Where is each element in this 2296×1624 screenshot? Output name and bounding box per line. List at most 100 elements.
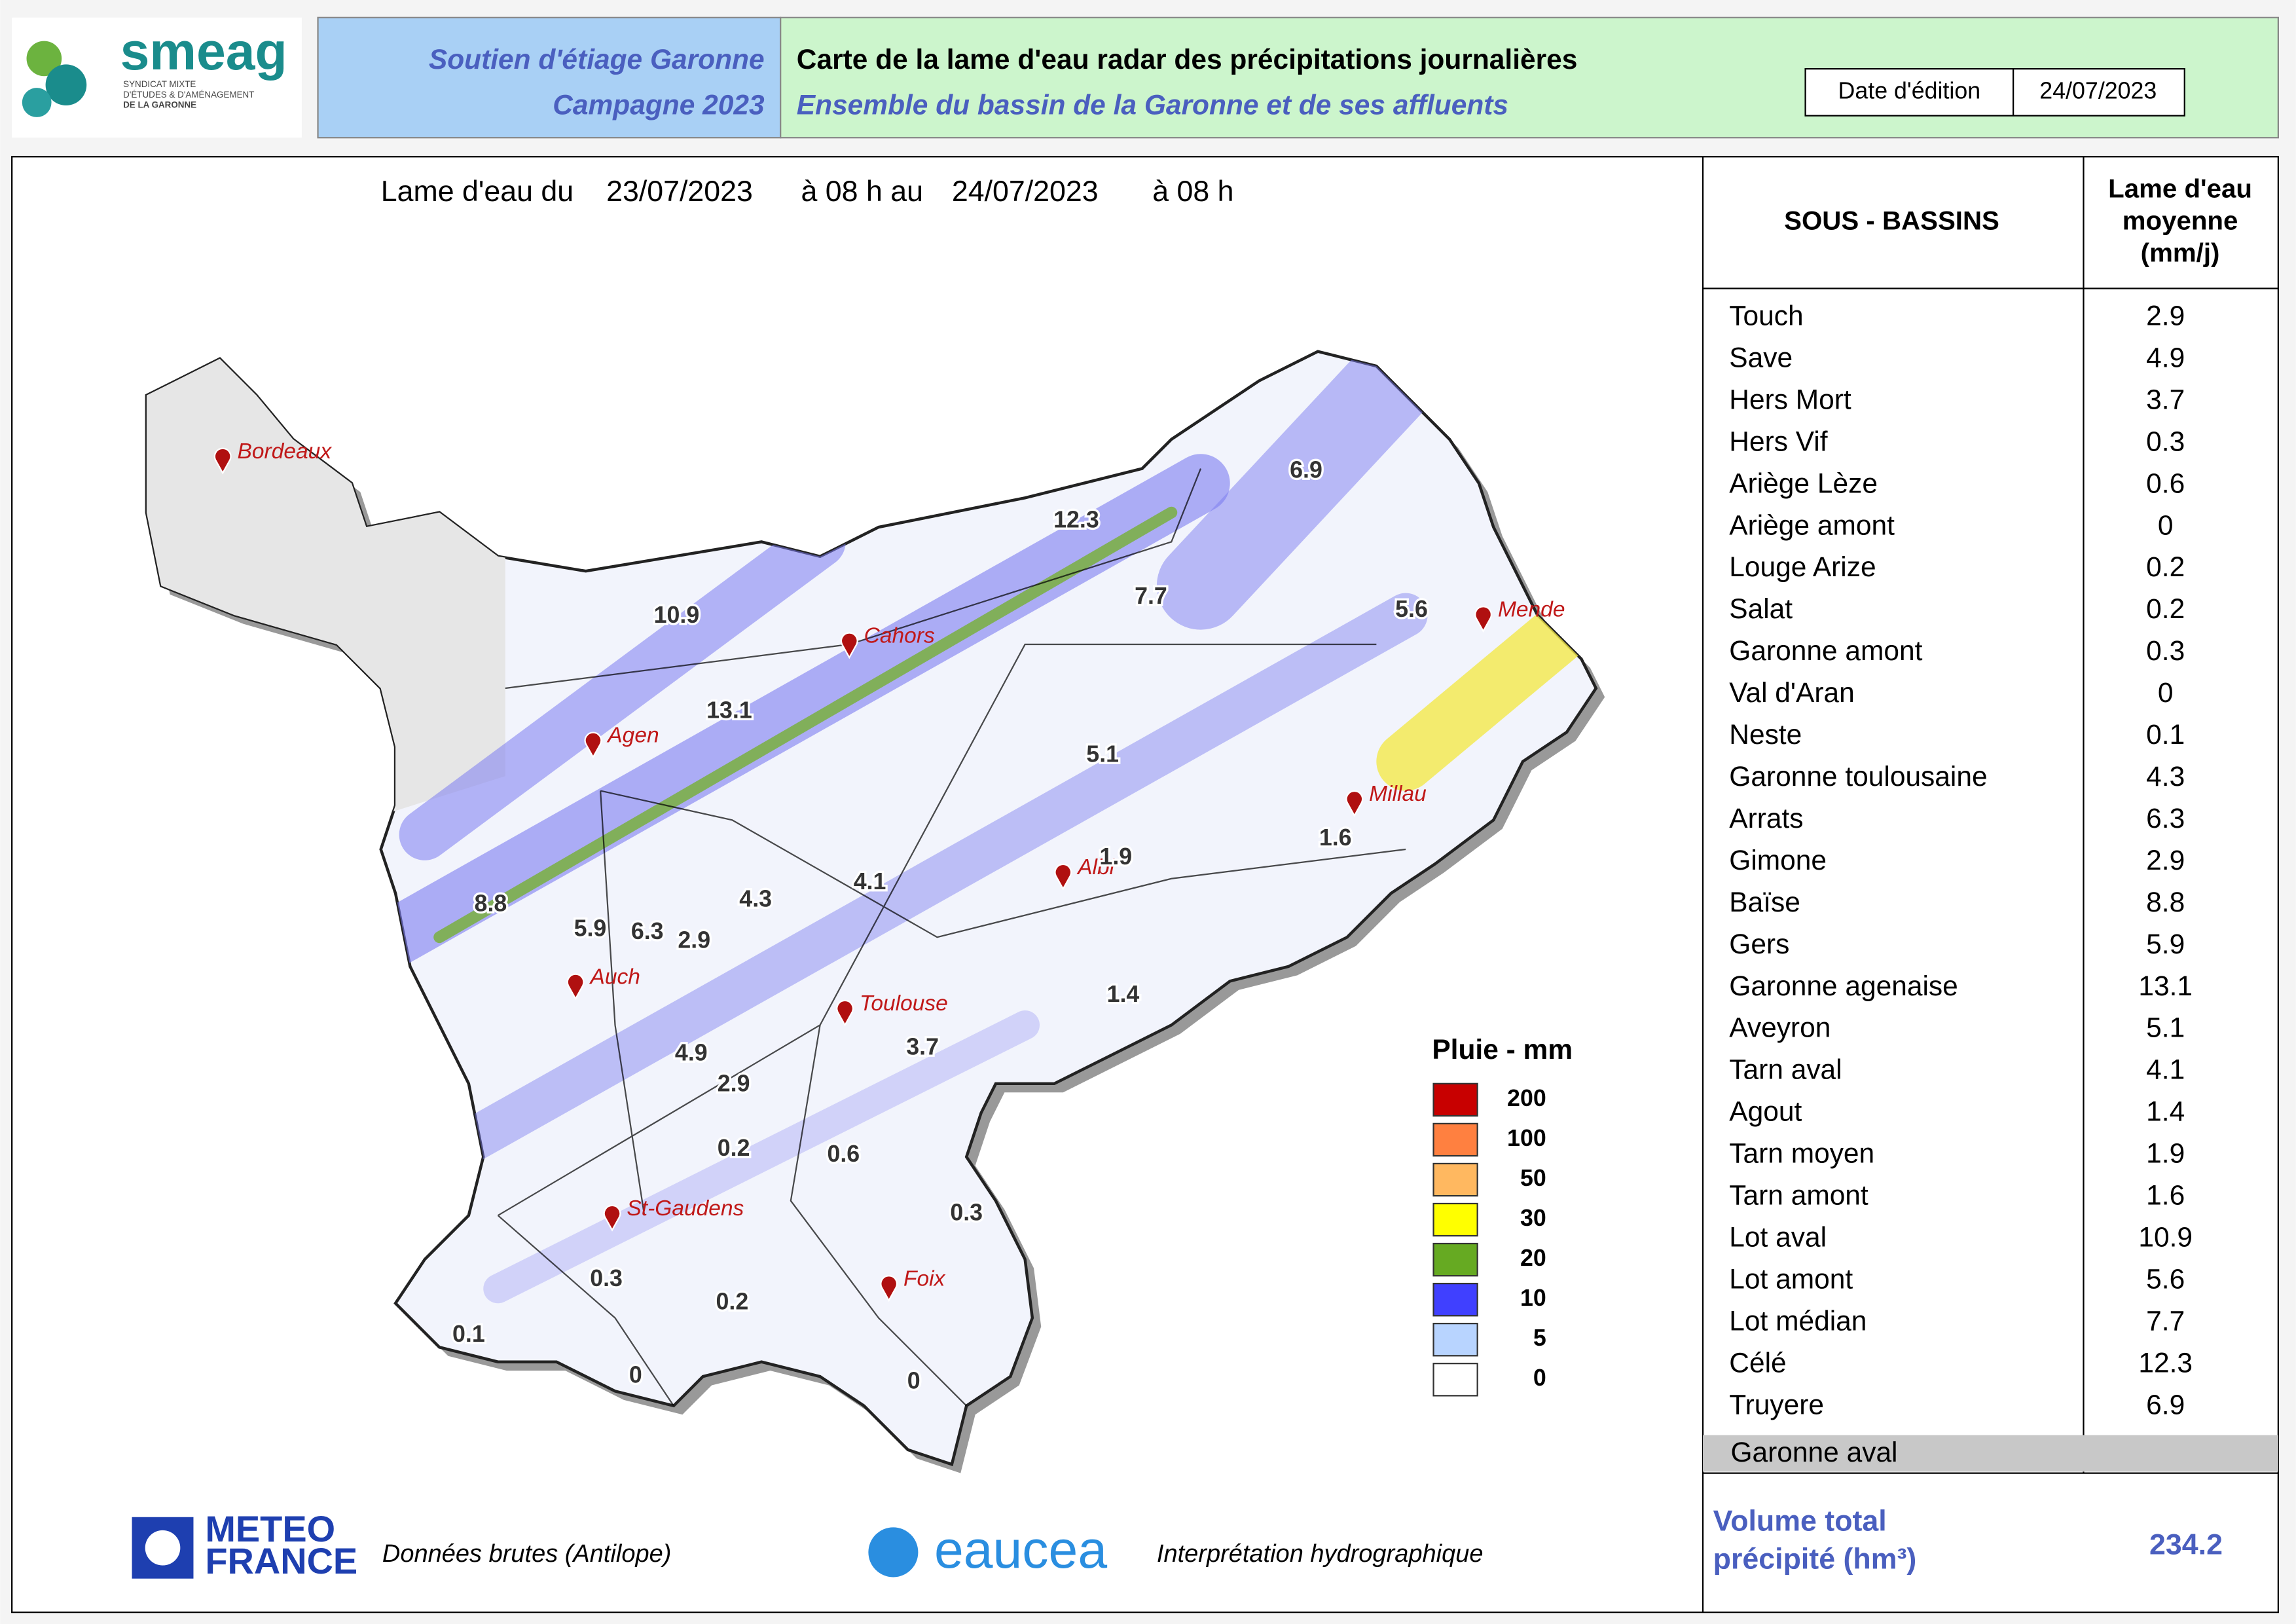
table-header: moyenne [2123,206,2238,236]
row-name: Baïse [1729,887,1800,918]
border [790,1025,967,1407]
city-pin [836,999,854,1027]
row-name: Arrats [1729,803,1803,834]
row-value: 1.9 [2146,1139,2185,1170]
basin-value: 3.7 [906,1034,939,1060]
row-value: 0.3 [2146,426,2185,457]
row-value: 5.1 [2146,1013,2185,1044]
basin-value: 2.9 [718,1071,750,1097]
left-title: Campagne 2023 [553,90,765,120]
basin-value: 6.3 [631,918,664,944]
city-pin [1474,606,1493,633]
basin-value: 0.3 [950,1199,983,1225]
legend-swatch [1432,1162,1478,1197]
row-value: 10.9 [2138,1223,2193,1253]
eaucea-text: eaucea [934,1521,1107,1579]
basin-value: 2.9 [678,927,710,953]
row-name: Lot médian [1729,1306,1867,1337]
basin-value: 12.3 [1053,507,1099,533]
row-value: 0.6 [2146,468,2185,499]
logo-line: SYNDICAT MIXTE [123,79,196,89]
legend-label: 20 [1520,1245,1546,1271]
row-name: Val d'Aran [1729,678,1854,709]
city-label: St-Gaudens [627,1196,744,1221]
row-name: Touch [1729,301,1803,331]
row-name: Louge Arize [1729,552,1876,583]
legend-label: 30 [1520,1205,1546,1231]
basin-value: 7.7 [1135,583,1167,609]
legend-swatch [1432,1282,1478,1317]
row-name: Ariège amont [1729,510,1895,541]
legend-swatch [1432,1242,1478,1277]
logo-dot [22,88,52,117]
period-text: à 08 h [1152,175,1233,208]
row-name: Gers [1729,929,1789,960]
streak [483,1010,1040,1304]
date-box [1804,67,2185,117]
legend-title: Pluie - mm [1432,1035,1573,1065]
legend-label: 0 [1533,1365,1546,1391]
city-label: Bordeaux [238,439,333,464]
basin-value: 0.2 [718,1135,750,1161]
table-header: Lame d'eau [2108,174,2252,203]
row-value: 0.2 [2146,552,2185,583]
city-pin [213,447,232,475]
row-name: Garonne amont [1729,636,1922,667]
basin-value: 0.2 [716,1289,749,1315]
basin-value: 4.9 [675,1040,708,1066]
legend-label: 10 [1520,1285,1546,1311]
basin-borders [497,468,1406,1407]
row-name: Garonne toulousaine [1729,762,1987,792]
basin-value: 10.9 [654,602,700,628]
row-value: 4.3 [2146,762,2185,792]
basin-value: 6.9 [1290,457,1322,483]
row-name: Lot amont [1729,1264,1853,1295]
basin-value: 4.1 [854,868,886,895]
border [505,468,1202,690]
basin-value: 4.3 [739,886,772,912]
period-text: 23/07/2023 [606,175,753,208]
logo-name: smeag [120,22,287,81]
row-name: Garonne agenaise [1729,971,1958,1002]
row-value: 4.1 [2146,1055,2185,1086]
basin-value: 8.8 [475,890,507,916]
city-pin [1345,790,1364,817]
meteo-text: METEO [205,1508,335,1549]
row-value: 6.9 [2146,1390,2185,1420]
city-pin [584,731,602,759]
legend-swatch [1432,1363,1478,1397]
row-value: 4.9 [2146,342,2185,373]
row-value: 0.2 [2146,594,2185,625]
left-title: Soutien d'étiage Garonne [429,45,765,75]
border [600,790,646,1216]
city-label: Toulouse [860,991,948,1016]
basin-value: 1.4 [1107,981,1140,1007]
basin-value: 0.1 [452,1321,485,1347]
row-value: 7.7 [2146,1306,2185,1337]
row-name: Tarn aval [1729,1055,1842,1086]
row-value: 5.6 [2146,1264,2185,1295]
basin-value: 0 [629,1362,642,1388]
row-name: Célé [1729,1348,1786,1378]
row-name: Lot aval [1729,1223,1827,1253]
row-value: 5.9 [2146,929,2185,960]
border [600,790,1406,938]
legend-label: 100 [1507,1125,1546,1151]
table-header: SOUS - BASSINS [1784,206,1999,236]
border [497,1215,674,1407]
rain-streaks [366,351,1596,1304]
basin-value: 1.6 [1319,824,1352,851]
row-name: Ariège Lèze [1729,468,1878,499]
row-value: 12.3 [2138,1348,2193,1378]
row-name: Salat [1729,594,1793,625]
basin-value: 1.9 [1099,843,1132,870]
city-label: Cahors [864,624,935,648]
row-value: 0 [2158,678,2174,709]
logo-line: DE LA GARONNE [123,100,196,110]
period-text: 24/07/2023 [952,175,1099,208]
period-text: Lame d'eau du [381,175,574,208]
row-name: Tarn moyen [1729,1139,1874,1170]
city-pin [566,973,585,1001]
total-label: Volume total [1713,1505,1887,1538]
